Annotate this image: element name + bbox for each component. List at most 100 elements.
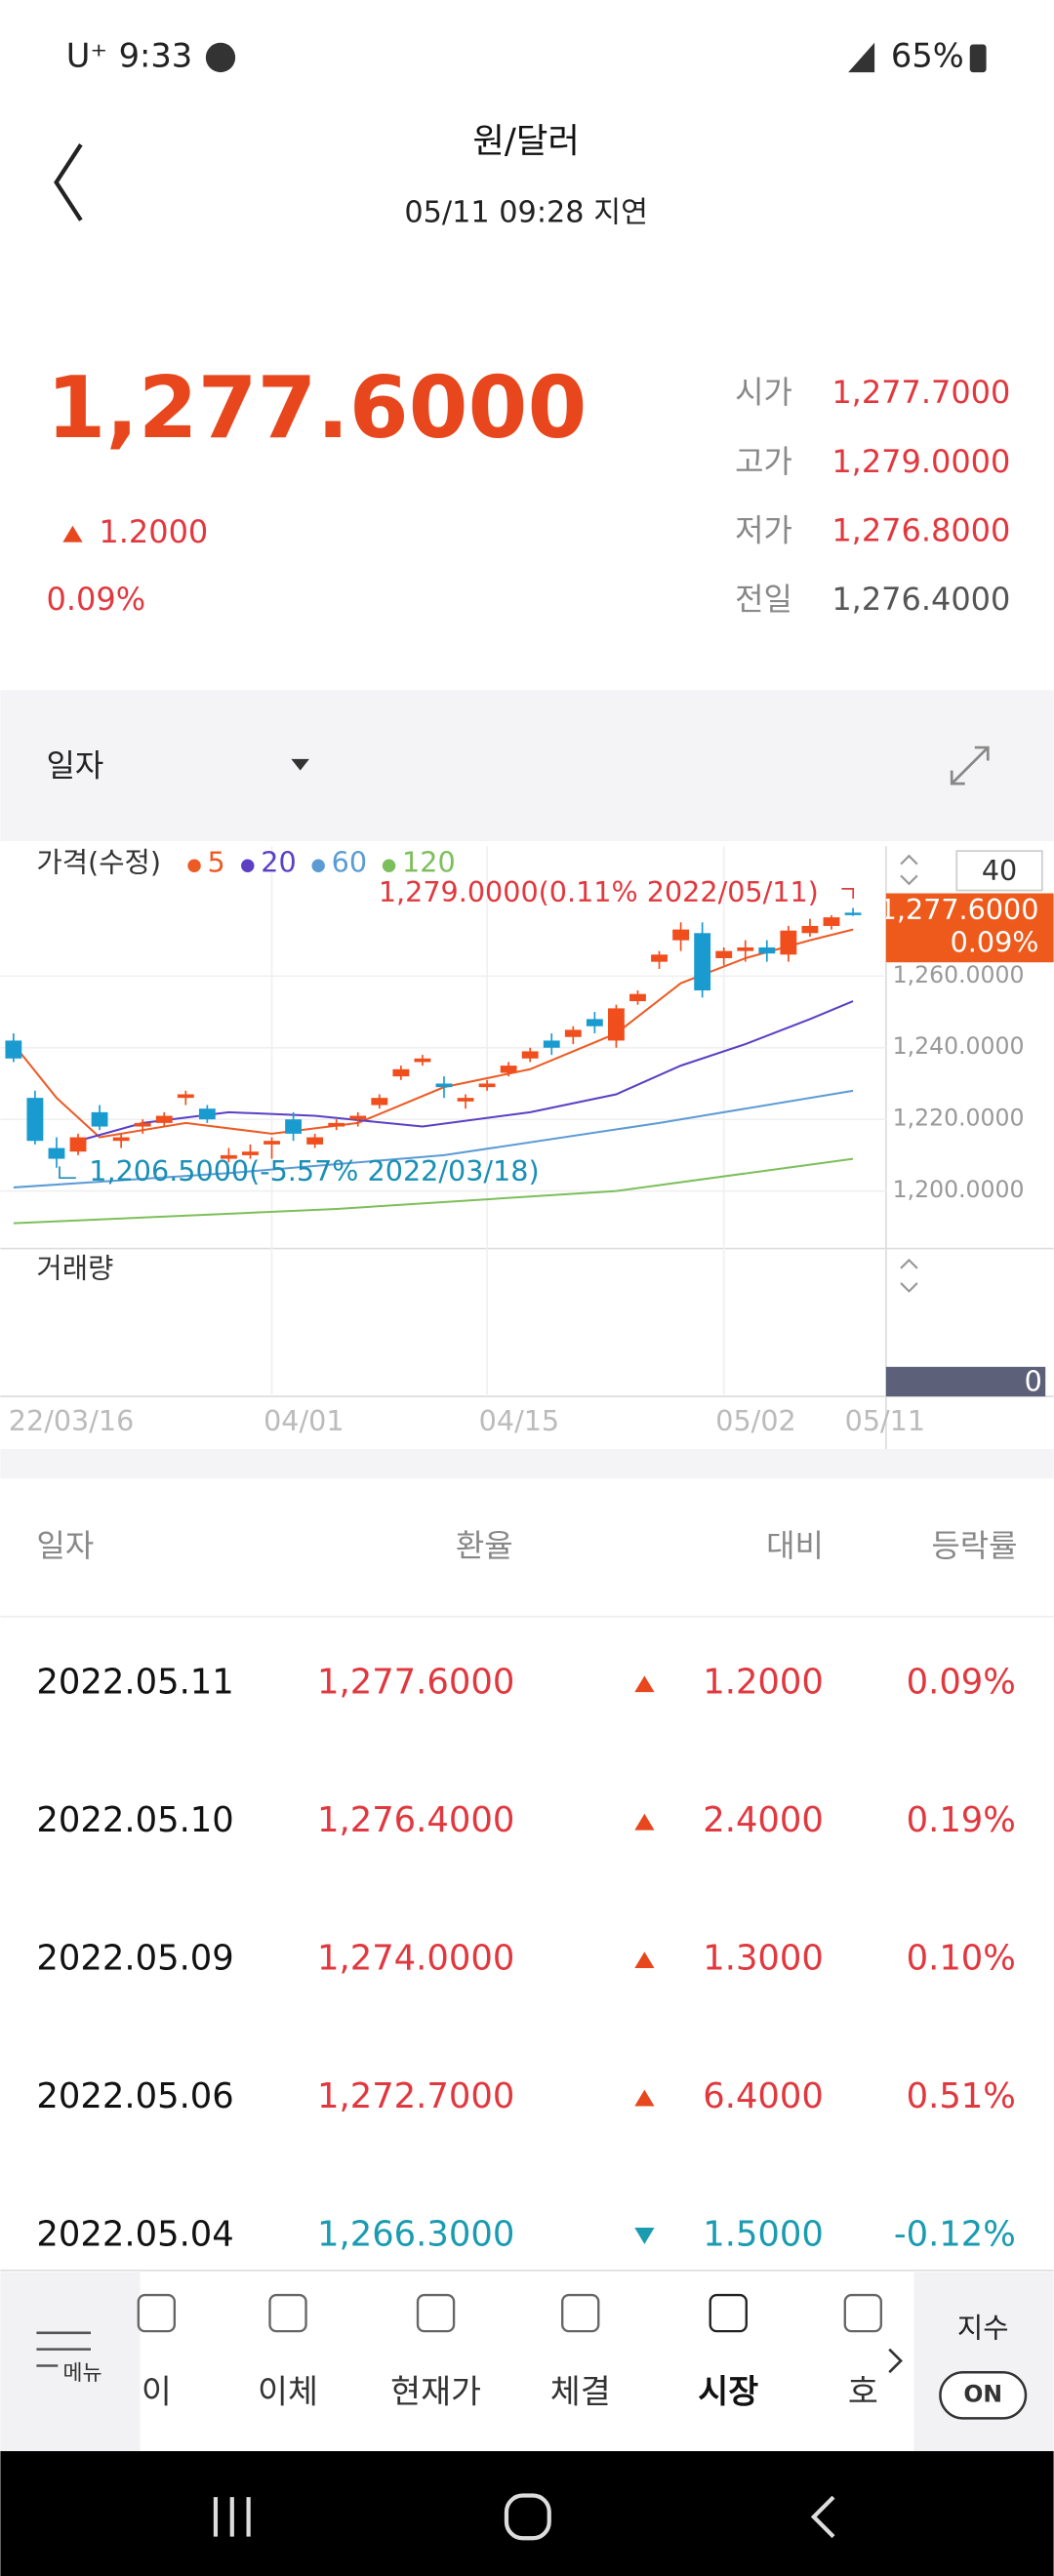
title: 원/달러 bbox=[472, 121, 579, 161]
expand-button[interactable] bbox=[950, 745, 990, 785]
nav-item[interactable]: 호 bbox=[848, 2373, 878, 2411]
dropdown-arrow[interactable] bbox=[291, 758, 309, 771]
nav-icon bbox=[137, 2293, 177, 2333]
row-change: 6.4000 bbox=[703, 2076, 824, 2116]
nav-icon bbox=[561, 2293, 600, 2333]
candle-body bbox=[780, 930, 797, 955]
back-nav-button[interactable] bbox=[810, 2495, 835, 2539]
menu-bg bbox=[0, 2272, 141, 2452]
candle-body bbox=[349, 1115, 367, 1120]
row-pct: 0.10% bbox=[907, 1939, 1016, 1979]
candle-body bbox=[285, 1119, 302, 1134]
candle-body bbox=[328, 1122, 345, 1127]
x-tick-label: 22/03/16 bbox=[9, 1404, 134, 1437]
column-header: 일자 bbox=[36, 1527, 94, 1564]
y-tick-label: 1,240.0000 bbox=[893, 1032, 1025, 1060]
candle-body bbox=[844, 912, 862, 915]
x-tick-label: 05/02 bbox=[715, 1404, 795, 1437]
stat-value: 1,276.4000 bbox=[831, 581, 1010, 618]
back-button[interactable] bbox=[54, 143, 83, 221]
candle-body bbox=[500, 1066, 517, 1073]
direction-arrow bbox=[634, 2089, 655, 2107]
row-pct: -0.12% bbox=[894, 2214, 1016, 2254]
row-date: 2022.05.06 bbox=[36, 2076, 233, 2116]
last-price-box bbox=[885, 893, 1054, 963]
candle-body bbox=[586, 1019, 603, 1026]
stat-value: 1,277.7000 bbox=[831, 374, 1010, 411]
y-tick-label: 1,200.0000 bbox=[893, 1176, 1025, 1203]
axis-handle bbox=[900, 854, 918, 1293]
x-tick-label: 04/01 bbox=[264, 1404, 344, 1437]
low-note: 1,206.5000(-5.57% 2022/03/18) bbox=[89, 1154, 539, 1187]
column-header: 대비 bbox=[766, 1527, 824, 1564]
nav-item[interactable]: 현재가 bbox=[390, 2373, 481, 2411]
candle-body bbox=[177, 1094, 194, 1099]
candle-body bbox=[715, 950, 733, 958]
toggle-text: ON bbox=[963, 2380, 1002, 2407]
y-tick-label: 1,220.0000 bbox=[893, 1105, 1025, 1132]
stat-label: 저가 bbox=[735, 512, 792, 549]
scale-box bbox=[955, 850, 1043, 892]
system-bar bbox=[0, 2451, 1054, 2576]
candle-body bbox=[198, 1108, 216, 1120]
menu-icon[interactable] bbox=[36, 2331, 91, 2367]
candle-body bbox=[69, 1137, 87, 1152]
row-rate: 1,266.3000 bbox=[317, 2214, 514, 2254]
row-rate: 1,274.0000 bbox=[317, 1939, 514, 1979]
moving-average bbox=[13, 1157, 854, 1225]
nav-item[interactable]: 체결 bbox=[550, 2373, 611, 2411]
legend-label: 60 bbox=[332, 846, 367, 879]
row-rate: 1,272.7000 bbox=[317, 2076, 514, 2116]
candle-body bbox=[392, 1068, 410, 1077]
carrier: U⁺ bbox=[66, 36, 107, 74]
x-tick-label: 04/15 bbox=[479, 1404, 559, 1437]
stat-value: 1,276.8000 bbox=[831, 512, 1010, 549]
stat-label: 시가 bbox=[735, 374, 792, 411]
clock: 9:33 bbox=[119, 36, 193, 74]
recents-button[interactable] bbox=[213, 2497, 251, 2537]
legend-dot bbox=[311, 859, 325, 873]
direction-arrow bbox=[634, 1675, 655, 1693]
row-rate: 1,277.6000 bbox=[317, 1663, 514, 1703]
up-arrow bbox=[62, 525, 83, 543]
candle-body bbox=[26, 1098, 44, 1142]
candle-body bbox=[737, 946, 754, 951]
volume-title: 거래량 bbox=[36, 1251, 113, 1284]
legend-label: 120 bbox=[402, 846, 456, 879]
toggle[interactable] bbox=[939, 2370, 1028, 2420]
volume-value: 0 bbox=[1025, 1365, 1042, 1398]
candle-body bbox=[48, 1147, 65, 1159]
nav-icon bbox=[709, 2293, 748, 2333]
nav-item[interactable]: 시장 bbox=[698, 2373, 758, 2411]
nav-icon bbox=[268, 2293, 307, 2333]
row-pct: 0.09% bbox=[907, 1663, 1016, 1703]
candle-body bbox=[457, 1098, 474, 1102]
candle-body bbox=[435, 1083, 453, 1088]
volume-bar bbox=[885, 1366, 1046, 1397]
row-pct: 0.51% bbox=[907, 2076, 1016, 2116]
nav-chevron[interactable] bbox=[888, 2348, 903, 2374]
legend-dot bbox=[187, 859, 201, 873]
price: 1,277.6000 bbox=[47, 358, 588, 458]
battery-text: 65% bbox=[891, 36, 964, 74]
candle-body bbox=[801, 925, 819, 934]
last-price-pct: 0.09% bbox=[951, 926, 1039, 959]
nav-icon bbox=[843, 2293, 883, 2333]
row-date: 2022.05.09 bbox=[36, 1939, 233, 1979]
candle-body bbox=[306, 1137, 324, 1145]
row-pct: 0.19% bbox=[907, 1800, 1016, 1840]
candle-body bbox=[242, 1151, 259, 1155]
candle-body bbox=[478, 1083, 496, 1088]
home-button[interactable] bbox=[504, 2493, 551, 2541]
candle-body bbox=[543, 1040, 560, 1048]
subtitle: 05/11 09:28 지연 bbox=[404, 195, 648, 229]
candle-body bbox=[414, 1058, 431, 1063]
nav-item[interactable]: 이 bbox=[142, 2373, 172, 2411]
nav-item[interactable]: 이체 bbox=[258, 2373, 318, 2411]
candle-body bbox=[5, 1040, 22, 1059]
column-header: 등락률 bbox=[931, 1527, 1017, 1564]
candle-body bbox=[672, 929, 690, 941]
